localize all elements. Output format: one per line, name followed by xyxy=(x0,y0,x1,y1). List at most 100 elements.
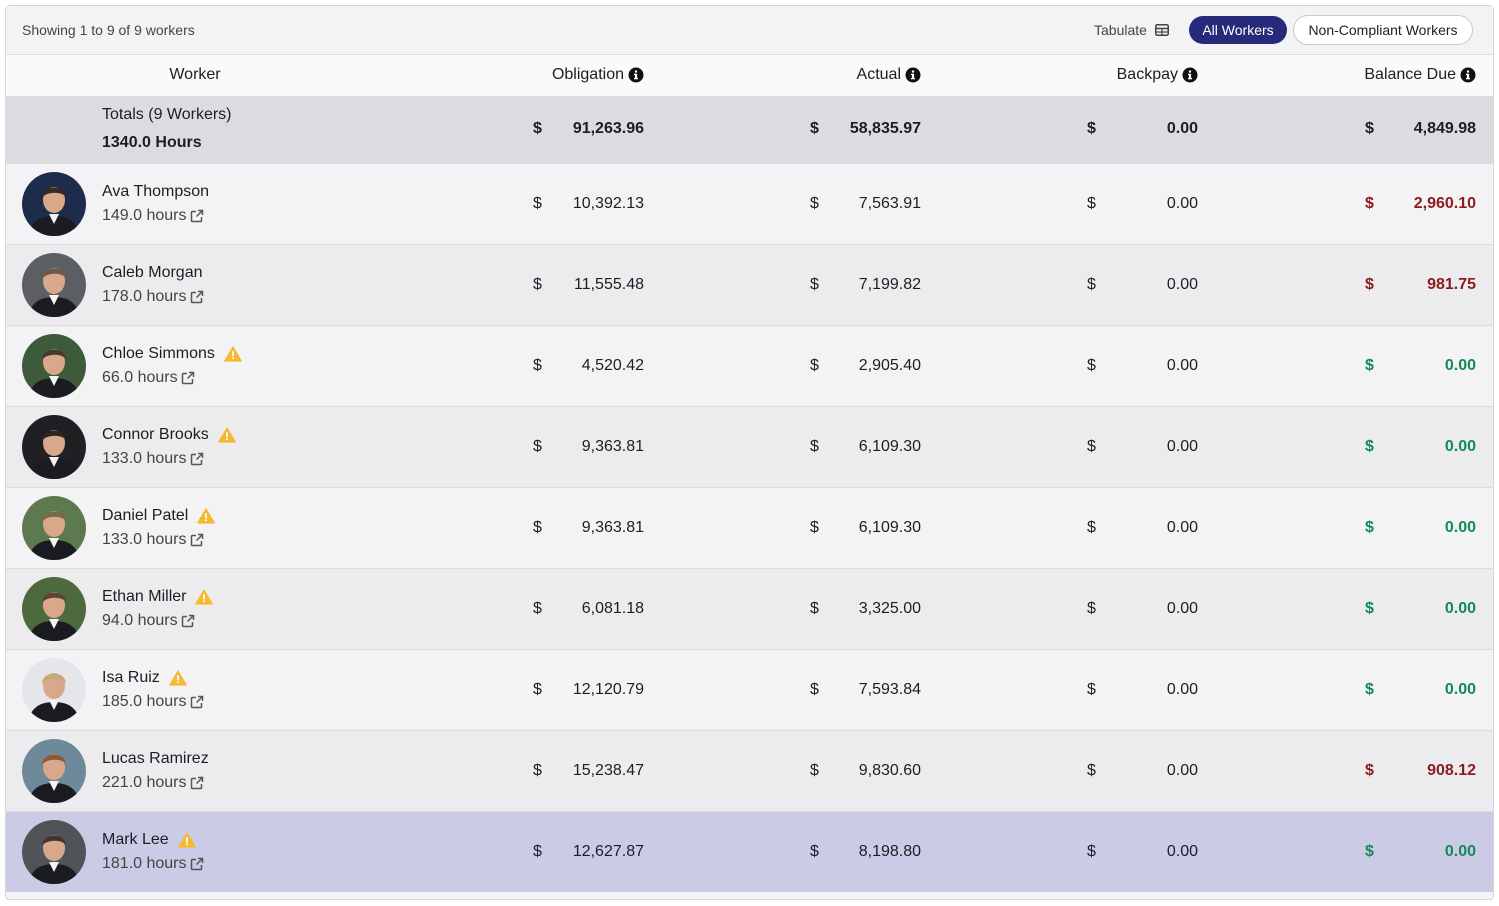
amount: 11,555.48 xyxy=(574,276,644,293)
currency-symbol: $ xyxy=(1087,762,1096,779)
tab-all-workers[interactable]: All Workers xyxy=(1189,16,1287,44)
amount: 6,081.18 xyxy=(581,600,644,617)
external-link-icon xyxy=(190,209,203,223)
amount: 12,120.79 xyxy=(572,681,644,698)
worker-name: Ava Thompson xyxy=(102,183,210,200)
currency-symbol: $ xyxy=(810,843,819,860)
currency-symbol: $ xyxy=(1087,276,1096,293)
amount: 0.00 xyxy=(1166,195,1198,212)
tab-non-compliant[interactable]: Non-Compliant Workers xyxy=(1293,15,1473,45)
info-icon xyxy=(628,67,644,83)
currency-symbol: $ xyxy=(1365,519,1374,536)
amount: 0.00 xyxy=(1166,357,1198,374)
currency-symbol: $ xyxy=(533,357,542,374)
avatar-image xyxy=(22,577,86,641)
external-link-icon xyxy=(190,776,203,790)
worker-row xyxy=(6,487,1493,568)
amount: 12,627.87 xyxy=(572,843,644,860)
amount: 3,325.00 xyxy=(858,600,921,617)
info-icon xyxy=(905,67,921,83)
currency-symbol: $ xyxy=(810,120,819,137)
currency-symbol: $ xyxy=(810,438,819,455)
amount: 6,109.30 xyxy=(858,519,921,536)
amount: 0.00 xyxy=(1444,600,1476,617)
amount: 908.12 xyxy=(1427,762,1476,779)
avatar xyxy=(22,172,86,236)
avatar-image xyxy=(22,253,86,317)
external-link-icon xyxy=(190,290,203,304)
external-link-icon xyxy=(190,452,203,466)
worker-hours-link[interactable]: 185.0 hours xyxy=(102,691,204,713)
amount: 6,109.30 xyxy=(858,438,921,455)
showing-count: Showing 1 to 9 of 9 workers xyxy=(22,22,195,38)
column-header-label: Backpay xyxy=(1116,66,1178,83)
currency-symbol: $ xyxy=(1087,600,1096,617)
totals-label: Totals (9 Workers) xyxy=(102,106,232,123)
worker-name: Connor Brooks xyxy=(102,426,209,443)
avatar xyxy=(22,658,86,722)
amount: 9,830.60 xyxy=(858,762,921,779)
avatar xyxy=(22,496,86,560)
currency-symbol: $ xyxy=(533,600,542,617)
amount: 15,238.47 xyxy=(572,762,644,779)
external-link-icon xyxy=(190,533,203,547)
tabulate-button[interactable]: Tabulate xyxy=(1094,20,1169,40)
currency-symbol: $ xyxy=(1087,519,1096,536)
warning-icon xyxy=(168,670,187,686)
amount: 7,593.84 xyxy=(858,681,921,698)
worker-name: Mark Lee xyxy=(102,831,169,848)
worker-hours: 94.0 hours xyxy=(102,612,178,629)
worker-hours-link[interactable]: 149.0 hours xyxy=(102,205,204,227)
worker-hours-link[interactable]: 178.0 hours xyxy=(102,286,204,308)
worker-hours-link[interactable]: 133.0 hours xyxy=(102,529,204,551)
avatar-image xyxy=(22,496,86,560)
currency-symbol: $ xyxy=(810,276,819,293)
currency-symbol: $ xyxy=(1087,843,1096,860)
currency-symbol: $ xyxy=(533,681,542,698)
amount: 2,905.40 xyxy=(858,357,921,374)
worker-name-line: Mark Lee xyxy=(102,829,196,851)
amount: 7,563.91 xyxy=(858,195,921,212)
amount: 0.00 xyxy=(1444,843,1476,860)
worker-hours-link[interactable]: 66.0 hours xyxy=(102,367,195,389)
warning-icon xyxy=(217,427,236,443)
amount: 0.00 xyxy=(1166,843,1198,860)
amount: 0.00 xyxy=(1444,681,1476,698)
worker-hours-link[interactable]: 221.0 hours xyxy=(102,772,204,794)
avatar-image xyxy=(22,658,86,722)
column-header-label: Obligation xyxy=(551,66,624,83)
currency-symbol: $ xyxy=(533,843,542,860)
currency-symbol: $ xyxy=(533,438,542,455)
worker-name: Chloe Simmons xyxy=(102,345,215,362)
worker-hours-link[interactable]: 181.0 hours xyxy=(102,853,204,875)
amount: 4,849.98 xyxy=(1413,120,1476,137)
currency-symbol: $ xyxy=(810,357,819,374)
currency-symbol: $ xyxy=(810,600,819,617)
avatar xyxy=(22,334,86,398)
amount: 981.75 xyxy=(1427,276,1476,293)
amount: 58,835.97 xyxy=(849,120,921,137)
avatar xyxy=(22,415,86,479)
worker-name-line: Ava Thompson xyxy=(102,181,209,203)
worker-hours-link[interactable]: 133.0 hours xyxy=(102,448,204,470)
worker-row xyxy=(6,163,1493,244)
worker-hours: 66.0 hours xyxy=(102,369,178,386)
warning-icon xyxy=(177,832,196,848)
currency-symbol: $ xyxy=(533,120,542,137)
worker-name-line: Ethan Miller xyxy=(102,586,214,608)
amount: 4,520.42 xyxy=(581,357,644,374)
amount: 0.00 xyxy=(1444,438,1476,455)
worker-hours: 181.0 hours xyxy=(102,855,187,872)
worker-name: Lucas Ramirez xyxy=(102,750,209,767)
amount: 0.00 xyxy=(1444,357,1476,374)
avatar-image xyxy=(22,820,86,884)
amount: 0.00 xyxy=(1166,762,1198,779)
worker-hours: 133.0 hours xyxy=(102,531,187,548)
currency-symbol: $ xyxy=(533,762,542,779)
currency-symbol: $ xyxy=(1087,357,1096,374)
column-header-row xyxy=(6,55,1493,96)
worker-hours-link[interactable]: 94.0 hours xyxy=(102,610,195,632)
warning-icon xyxy=(195,589,214,605)
avatar-image xyxy=(22,334,86,398)
